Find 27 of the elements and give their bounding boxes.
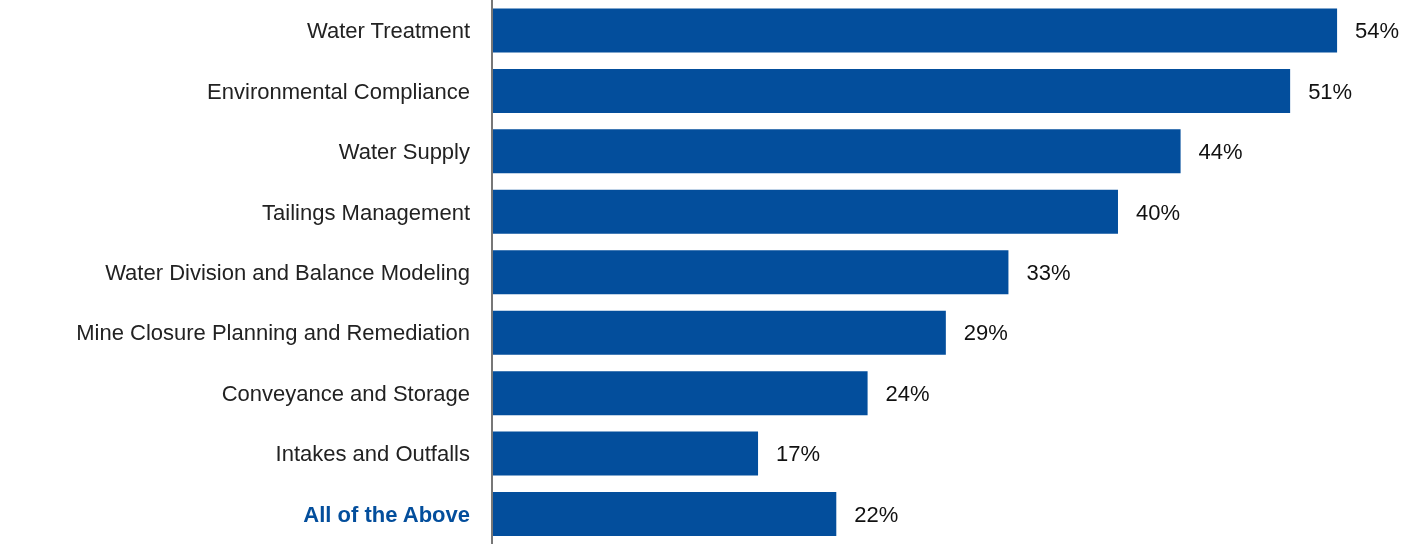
y-tick-label: Conveyance and Storage	[221, 380, 470, 406]
data-label: 54%	[1355, 18, 1400, 44]
bar	[492, 129, 1181, 174]
bar	[492, 431, 759, 476]
bar	[492, 68, 1291, 113]
data-label: 22%	[854, 501, 899, 527]
y-tick-label: All of the Above	[303, 501, 470, 527]
data-label: 51%	[1308, 78, 1353, 104]
data-label: 24%	[885, 380, 930, 406]
y-tick-label: Water Treatment	[306, 18, 470, 44]
y-tick-label: Mine Closure Planning and Remediation	[76, 320, 470, 346]
data-label: 40%	[1135, 199, 1181, 225]
bar	[492, 371, 868, 416]
y-tick-label: Intakes and Outfalls	[275, 441, 470, 467]
bar	[492, 310, 946, 355]
bar	[492, 250, 1009, 295]
data-label: 44%	[1198, 139, 1243, 165]
data-label: 17%	[776, 441, 821, 467]
y-tick-label: Water Supply	[338, 139, 470, 165]
bar	[492, 189, 1118, 234]
data-label: 29%	[963, 320, 1008, 346]
y-tick-label: Environmental Compliance	[207, 78, 470, 104]
bar	[492, 8, 1338, 53]
y-tick-label: Water Division and Balance Modeling	[105, 260, 470, 285]
y-tick-label: Tailings Management	[262, 199, 470, 225]
bar	[492, 492, 837, 537]
data-label: 33%	[1026, 260, 1071, 286]
